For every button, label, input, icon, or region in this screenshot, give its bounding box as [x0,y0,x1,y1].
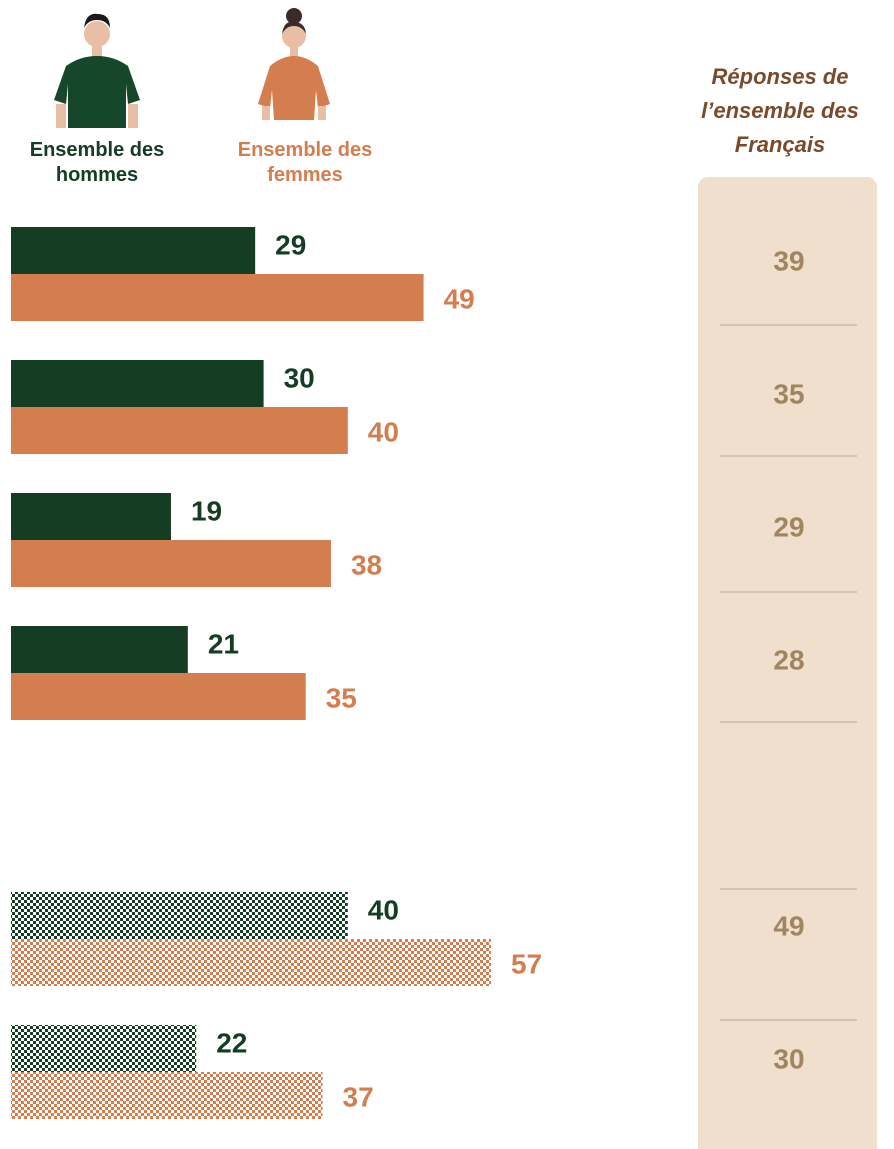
bar [11,1072,323,1119]
bar [11,360,264,407]
value-label: 30 [284,362,315,393]
legend-men: Ensemble des hommes [29,139,165,186]
value-label: 37 [343,1081,374,1112]
value-label: 40 [368,416,399,447]
value-label: 21 [208,628,239,659]
bar [11,892,348,939]
value-label: 38 [351,549,382,580]
bar [11,407,348,454]
value-label: 57 [511,948,542,979]
total-value: 28 [773,644,804,675]
value-label: 19 [191,495,222,526]
total-value: 30 [773,1043,804,1074]
value-label: 35 [326,682,357,713]
total-value: 39 [773,245,804,276]
bar [11,626,188,673]
total-column [698,177,877,1149]
value-label: 40 [368,894,399,925]
bar [11,673,306,720]
legend-women: Ensemble des femmes [237,139,373,186]
value-label: 22 [216,1027,247,1058]
total-title: Réponses de l’ensemble des Français [701,64,859,157]
man-icon [54,13,140,128]
bar [11,540,331,587]
total-value: 35 [773,378,804,409]
bar [11,939,491,986]
bar [11,1025,197,1072]
woman-icon [258,8,330,120]
value-label: 49 [444,283,475,314]
bar [11,493,171,540]
bar [11,227,256,274]
total-value: 49 [773,910,804,941]
total-value: 29 [773,511,804,542]
value-label: 29 [275,229,306,260]
bar [11,274,424,321]
